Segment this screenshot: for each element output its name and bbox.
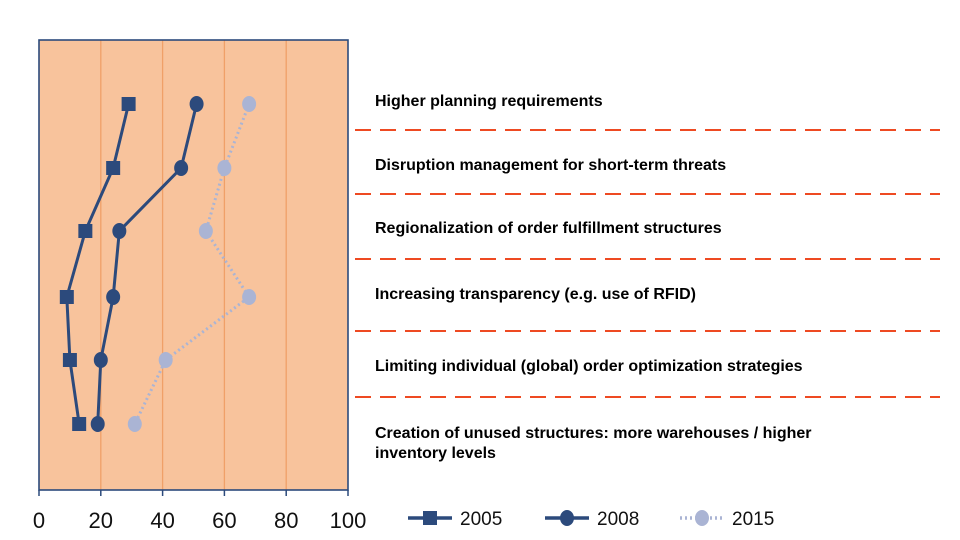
x-tick-label: 80 xyxy=(274,508,298,533)
legend-marker xyxy=(560,510,574,526)
category-label: Creation of unused structures: more ware… xyxy=(375,425,812,462)
series-line-2005 xyxy=(65,103,131,425)
data-point-2015 xyxy=(198,223,213,239)
category-label: Regionalization of order fulfillment str… xyxy=(375,220,722,237)
category-label: Disruption management for short-term thr… xyxy=(375,157,726,174)
data-point-2008 xyxy=(189,96,204,112)
x-tick-label: 60 xyxy=(212,508,236,533)
x-tick-label: 40 xyxy=(150,508,174,533)
legend: 2005 2008 2015 xyxy=(408,509,774,530)
x-tick-label: 100 xyxy=(330,508,367,533)
data-point-2008 xyxy=(174,160,189,176)
data-point-2015 xyxy=(127,416,142,432)
legend-marker xyxy=(695,510,709,526)
legend-label: 2015 xyxy=(732,509,774,530)
category-label: Higher planning requirements xyxy=(375,93,603,110)
legend-item-2005: 2005 xyxy=(408,509,502,530)
legend-marker xyxy=(423,511,437,525)
category-labels: Higher planning requirements Disruption m… xyxy=(375,93,812,462)
series-2008 xyxy=(90,96,204,432)
data-point-2008 xyxy=(93,352,108,368)
data-point-2005 xyxy=(72,417,87,431)
data-point-2015 xyxy=(242,289,257,305)
category-label: Increasing transparency (e.g. use of RFI… xyxy=(375,286,696,303)
data-point-2005 xyxy=(106,161,121,175)
series-line-2008 xyxy=(96,103,199,425)
x-tick-label: 20 xyxy=(89,508,113,533)
legend-label: 2005 xyxy=(460,509,502,530)
series-2015 xyxy=(127,96,257,432)
plot-frame xyxy=(38,39,349,491)
category-dividers xyxy=(355,129,940,398)
data-point-2008 xyxy=(90,416,105,432)
category-label: Limiting individual (global) order optim… xyxy=(375,358,803,375)
series-2005 xyxy=(59,97,136,431)
data-point-2008 xyxy=(106,289,121,305)
data-point-2005 xyxy=(62,353,77,367)
data-point-2015 xyxy=(217,160,232,176)
data-point-2005 xyxy=(59,290,74,304)
legend-label: 2008 xyxy=(597,509,639,530)
data-point-2015 xyxy=(158,352,173,368)
data-point-2005 xyxy=(121,97,136,111)
x-tick-label: 0 xyxy=(33,508,45,533)
gridlines xyxy=(100,40,287,490)
data-point-2008 xyxy=(112,223,127,239)
data-point-2005 xyxy=(78,224,93,238)
legend-item-2008: 2008 xyxy=(545,509,639,530)
legend-item-2015: 2015 xyxy=(680,509,774,530)
x-axis: 0 20 40 60 80 100 xyxy=(33,39,367,533)
data-point-2015 xyxy=(242,96,257,112)
series-layer xyxy=(59,96,257,432)
